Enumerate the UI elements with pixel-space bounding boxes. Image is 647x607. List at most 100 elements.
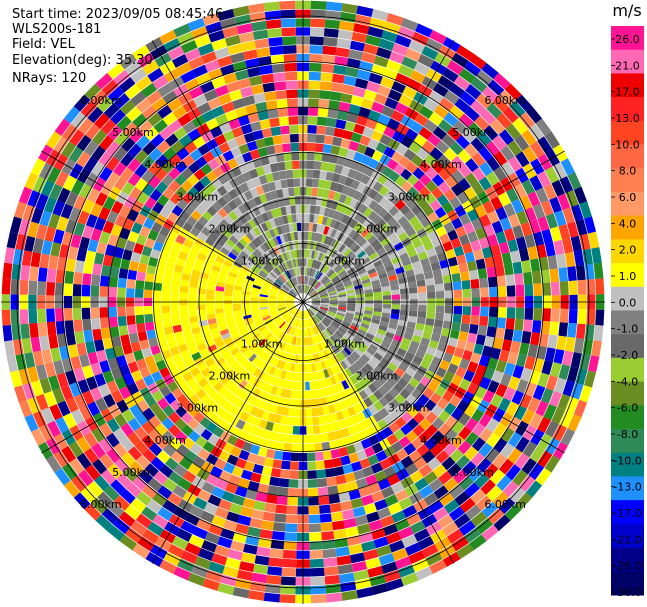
velocity-bin [370, 130, 384, 142]
velocity-bin [552, 162, 568, 180]
velocity-bin [314, 270, 320, 279]
velocity-bin [482, 200, 495, 215]
velocity-bin [345, 206, 354, 217]
velocity-bin [501, 252, 513, 265]
velocity-bin [411, 31, 429, 46]
velocity-bin [338, 147, 349, 158]
velocity-bin [304, 285, 308, 294]
velocity-bin [498, 192, 511, 207]
velocity-bin [324, 19, 341, 30]
velocity-bin [485, 140, 500, 157]
velocity-bin [308, 288, 315, 296]
colorbar-unit: m/s [612, 1, 641, 20]
velocity-bin [312, 169, 321, 179]
velocity-bin [444, 161, 458, 176]
velocity-bin [358, 214, 368, 225]
velocity-bin [368, 158, 380, 170]
velocity-bin [353, 23, 370, 35]
velocity-bin [403, 148, 417, 162]
velocity-bin [467, 260, 478, 272]
velocity-bin [380, 76, 395, 89]
velocity-bin [540, 200, 554, 217]
velocity-bin [337, 289, 346, 294]
velocity-bin [307, 267, 312, 277]
velocity-bin [509, 100, 526, 118]
velocity-bin [436, 194, 449, 207]
velocity-bin [353, 281, 363, 287]
velocity-bin [464, 186, 477, 200]
velocity-bin [348, 198, 358, 209]
velocity-bin [565, 190, 579, 208]
velocity-bin [438, 167, 452, 181]
velocity-bin [476, 93, 493, 109]
velocity-bin [493, 254, 504, 267]
colorbar-tick-label: -6.0 [617, 402, 638, 415]
velocity-bin [322, 144, 333, 154]
velocity-bin [367, 235, 377, 245]
velocity-bin [549, 196, 562, 214]
velocity-bin [361, 98, 374, 110]
velocity-bin [558, 223, 571, 240]
velocity-bin [537, 216, 550, 232]
velocity-bin [304, 249, 308, 258]
velocity-bin [391, 151, 404, 163]
velocity-bin [475, 227, 487, 240]
velocity-bin [498, 129, 514, 146]
velocity-bin [390, 110, 405, 123]
velocity-bin [312, 223, 318, 233]
velocity-bin [313, 160, 322, 170]
velocity-bin [321, 216, 329, 226]
velocity-bin [478, 176, 492, 191]
velocity-bin [326, 268, 334, 277]
velocity-bin [455, 225, 467, 238]
velocity-bin [336, 287, 346, 292]
velocity-bin [529, 219, 541, 234]
velocity-bin [438, 181, 451, 194]
velocity-bin [336, 267, 345, 275]
velocity-bin [348, 253, 357, 262]
velocity-bin [346, 289, 355, 294]
velocity-bin [323, 225, 330, 236]
colorbar-tick-label: -26.0 [613, 560, 641, 573]
velocity-bin [319, 224, 326, 234]
velocity-bin [405, 269, 415, 278]
velocity-bin [437, 154, 451, 168]
velocity-bin [306, 286, 311, 294]
velocity-bin [499, 217, 512, 231]
velocity-bin [386, 158, 399, 171]
velocity-bin [416, 279, 426, 287]
velocity-bin [505, 187, 519, 203]
velocity-bin [444, 175, 458, 189]
velocity-bin [363, 244, 373, 254]
colorbar-tick-label: -21.0 [613, 533, 641, 546]
velocity-bin [318, 273, 325, 281]
velocity-bin [338, 269, 347, 277]
velocity-bin [401, 221, 413, 232]
velocity-bin [322, 254, 329, 263]
velocity-bin [442, 241, 454, 252]
velocity-bin [422, 205, 435, 217]
velocity-bin [311, 297, 320, 300]
velocity-bin [364, 231, 374, 241]
velocity-bin [567, 221, 579, 238]
velocity-bin [467, 230, 479, 243]
velocity-bin [388, 251, 399, 260]
velocity-bin [315, 251, 321, 261]
velocity-bin [360, 174, 371, 185]
velocity-bin [453, 75, 471, 91]
velocity-bin [513, 183, 527, 199]
velocity-bin [308, 287, 314, 295]
colorbar-tick-label: 1.0 [619, 270, 637, 283]
velocity-bin [320, 297, 329, 300]
velocity-bin [490, 244, 502, 257]
velocity-bin [309, 290, 317, 297]
velocity-bin [504, 83, 522, 101]
velocity-bin [305, 204, 311, 214]
velocity-bin [466, 209, 479, 222]
velocity-bin [447, 256, 458, 267]
velocity-bin [316, 261, 322, 270]
velocity-bin [413, 134, 428, 147]
velocity-bin [442, 274, 453, 284]
velocity-bin [359, 135, 371, 147]
velocity-bin [451, 155, 465, 170]
